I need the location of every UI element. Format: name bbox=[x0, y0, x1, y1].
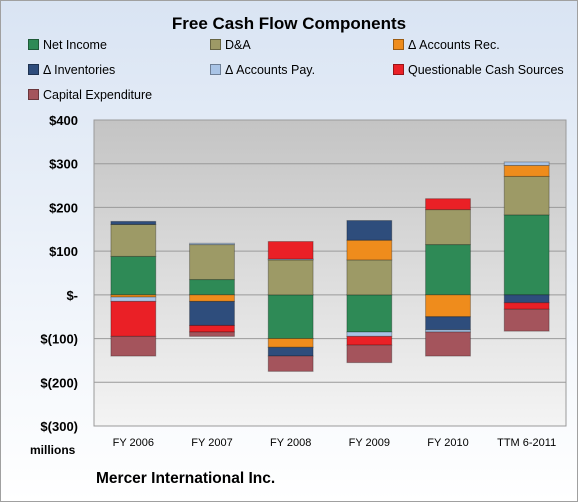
bar-segment bbox=[425, 209, 471, 246]
y-tick-label: $(200) bbox=[40, 375, 78, 390]
bar-segment bbox=[110, 223, 157, 257]
y-tick-label: $300 bbox=[49, 157, 78, 172]
legend-label: Δ Accounts Pay. bbox=[225, 63, 316, 77]
y-tick-label: $100 bbox=[49, 244, 78, 259]
legend-swatch bbox=[28, 64, 39, 75]
y-units-label: millions bbox=[30, 443, 76, 457]
bar-segment bbox=[346, 331, 393, 337]
bar-segment bbox=[267, 355, 314, 372]
legend-item: Δ Inventories bbox=[28, 63, 115, 77]
bar-segment bbox=[267, 338, 314, 348]
x-tick-label: TTM 6-2011 bbox=[497, 437, 556, 449]
bar-segment bbox=[346, 239, 393, 261]
bar-segment bbox=[346, 294, 393, 333]
company-name: Mercer International Inc. bbox=[96, 470, 276, 487]
x-tick-label: FY 2010 bbox=[427, 437, 468, 449]
bar-segment bbox=[189, 242, 235, 246]
bar-segment bbox=[110, 296, 157, 302]
bar-segment bbox=[189, 244, 235, 281]
bar-segment bbox=[189, 279, 235, 296]
legend-label: Δ Inventories bbox=[43, 63, 116, 77]
bar-segment bbox=[503, 214, 550, 296]
bar-segment bbox=[267, 241, 314, 260]
bar-segment bbox=[346, 344, 393, 364]
bar-segment bbox=[425, 294, 471, 318]
y-tick-label: $200 bbox=[49, 200, 78, 215]
legend-swatch bbox=[28, 89, 39, 100]
bar-segment bbox=[267, 294, 314, 340]
bar-segment bbox=[503, 161, 550, 166]
bar-segment bbox=[110, 335, 157, 357]
bar-segment bbox=[189, 300, 235, 326]
x-tick-label: FY 2009 bbox=[349, 437, 390, 449]
bar-segment bbox=[346, 335, 393, 346]
x-tick-label: FY 2008 bbox=[270, 437, 311, 449]
legend-item: Net Income bbox=[28, 38, 107, 52]
legend-swatch bbox=[210, 39, 221, 50]
bar-segment bbox=[189, 324, 235, 333]
legend-label: D&A bbox=[225, 38, 251, 52]
bar-segment bbox=[503, 294, 550, 304]
legend-label: Δ Accounts Rec. bbox=[408, 38, 500, 52]
bar-segment bbox=[110, 300, 157, 337]
legend-swatch bbox=[210, 64, 221, 75]
legend-swatch bbox=[393, 64, 404, 75]
bar-segment bbox=[267, 259, 314, 296]
bar-segment bbox=[425, 331, 471, 357]
bar-segment bbox=[346, 220, 393, 241]
legend-label: Capital Expenditure bbox=[43, 88, 153, 102]
legend-swatch bbox=[393, 39, 404, 50]
bar-segment bbox=[346, 259, 393, 296]
chart-title: Free Cash Flow Components bbox=[171, 14, 407, 33]
legend-label: Questionable Cash Sources bbox=[408, 63, 564, 77]
plot-area bbox=[93, 119, 567, 427]
x-tick-label: FY 2006 bbox=[113, 437, 154, 449]
legend-item: Δ Accounts Rec. bbox=[393, 38, 500, 52]
legend-item: Questionable Cash Sources bbox=[393, 63, 564, 77]
bar-segment bbox=[425, 316, 471, 331]
legend-label: Net Income bbox=[43, 38, 107, 52]
y-tick-label: $- bbox=[66, 288, 78, 303]
bar-segment bbox=[110, 255, 157, 296]
legend-item: Capital Expenditure bbox=[28, 88, 152, 102]
bar-segment bbox=[503, 308, 550, 332]
legend-item: Δ Accounts Pay. bbox=[210, 63, 315, 77]
y-tick-label: $(100) bbox=[40, 332, 78, 347]
bar-segment bbox=[189, 331, 235, 337]
x-tick-label: FY 2007 bbox=[191, 437, 232, 449]
bar-segment bbox=[189, 294, 235, 302]
y-tick-label: $400 bbox=[49, 113, 78, 128]
bar-segment bbox=[503, 175, 550, 216]
bar-segment bbox=[503, 164, 550, 177]
legend-item: D&A bbox=[210, 38, 251, 52]
bar-segment bbox=[503, 302, 550, 310]
bar-segment bbox=[110, 220, 157, 225]
bar-segment bbox=[425, 244, 471, 296]
bar-segment bbox=[267, 346, 314, 357]
y-tick-label: $(300) bbox=[40, 419, 78, 434]
bar-segment bbox=[425, 198, 471, 211]
legend-swatch bbox=[28, 39, 39, 50]
